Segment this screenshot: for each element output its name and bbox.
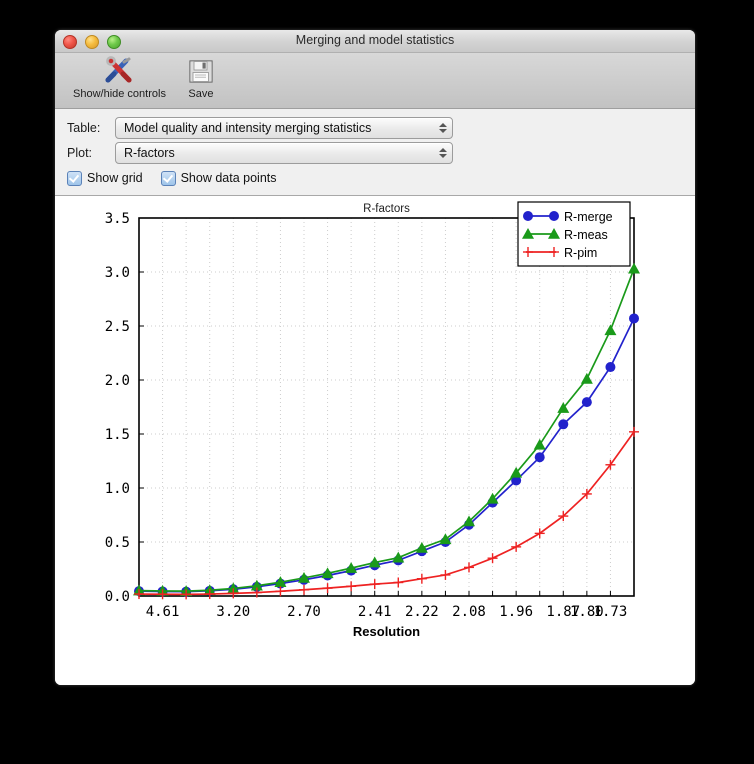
- svg-text:1.96: 1.96: [499, 604, 533, 620]
- table-row: Table: Model quality and intensity mergi…: [55, 115, 695, 140]
- svg-text:R-factors: R-factors: [363, 203, 410, 215]
- table-select[interactable]: Model quality and intensity merging stat…: [115, 116, 453, 139]
- minimize-button[interactable]: [85, 35, 99, 49]
- plot-select[interactable]: R-factors: [115, 141, 453, 164]
- show-data-points-label: Show data points: [180, 171, 277, 185]
- show-data-points-checkbox[interactable]: Show data points: [160, 170, 277, 186]
- zoom-button[interactable]: [107, 35, 121, 49]
- svg-text:1.80: 1.80: [570, 604, 604, 620]
- svg-text:1.5: 1.5: [105, 427, 130, 443]
- checkmark-icon: [160, 170, 176, 186]
- plot-pane: 0.0 0.5 1.0 1.5 2.0 2.5 3.0 3.5 4.61 3.20 2.70 2.41…: [55, 196, 695, 685]
- close-button[interactable]: [63, 35, 77, 49]
- show-hide-controls-button[interactable]: Show/hide controls: [73, 56, 166, 100]
- svg-text:3.20: 3.20: [216, 604, 250, 620]
- svg-text:3.5: 3.5: [105, 211, 130, 227]
- svg-text:1.73: 1.73: [594, 604, 628, 620]
- svg-text:2.41: 2.41: [358, 604, 392, 620]
- chevron-updown-icon: [439, 147, 447, 158]
- svg-text:0.0: 0.0: [105, 589, 130, 605]
- svg-text:4.61: 4.61: [146, 604, 180, 620]
- tools-icon: [102, 56, 136, 86]
- plot-row: Plot: R-factors: [55, 140, 695, 165]
- svg-text:Resolution: Resolution: [353, 624, 420, 639]
- show-hide-controls-label: Show/hide controls: [73, 88, 166, 100]
- svg-text:0.5: 0.5: [105, 535, 130, 551]
- table-label: Table:: [67, 120, 101, 135]
- controls-panel: Table: Model quality and intensity mergi…: [55, 109, 695, 196]
- chevron-updown-icon: [439, 122, 447, 133]
- svg-text:2.5: 2.5: [105, 319, 130, 335]
- svg-text:R-merge: R-merge: [564, 210, 613, 224]
- show-grid-checkbox[interactable]: Show grid: [67, 170, 143, 186]
- checkmark-icon: [67, 170, 82, 186]
- plot-label: Plot:: [67, 145, 93, 160]
- window-title: Merging and model statistics: [295, 33, 455, 47]
- svg-text:3.0: 3.0: [105, 265, 130, 281]
- plot-select-value: R-factors: [124, 145, 175, 160]
- window-titlebar[interactable]: Merging and model statistics: [55, 30, 695, 53]
- svg-text:R-pim: R-pim: [564, 246, 597, 260]
- table-select-value: Model quality and intensity merging stat…: [124, 120, 372, 135]
- svg-text:2.70: 2.70: [287, 604, 321, 620]
- application-window: Merging and model statistics: [55, 30, 695, 685]
- svg-text:2.08: 2.08: [452, 604, 486, 620]
- window-controls: [63, 35, 121, 49]
- r-factors-chart: 0.0 0.5 1.0 1.5 2.0 2.5 3.0 3.5 4.61 3.20 2.70 2.41…: [105, 201, 640, 639]
- show-grid-label: Show grid: [87, 171, 143, 185]
- svg-text:R-meas: R-meas: [564, 228, 608, 242]
- checkbox-row: Show grid Show data points: [55, 167, 695, 189]
- save-label: Save: [188, 88, 214, 100]
- svg-text:1.87: 1.87: [546, 604, 580, 620]
- save-button[interactable]: Save: [186, 56, 216, 100]
- floppy-disk-icon: [186, 56, 216, 86]
- svg-text:2.0: 2.0: [105, 373, 130, 389]
- toolbar: Show/hide controls Save: [55, 53, 695, 109]
- svg-text:2.22: 2.22: [405, 604, 439, 620]
- svg-text:1.0: 1.0: [105, 481, 130, 497]
